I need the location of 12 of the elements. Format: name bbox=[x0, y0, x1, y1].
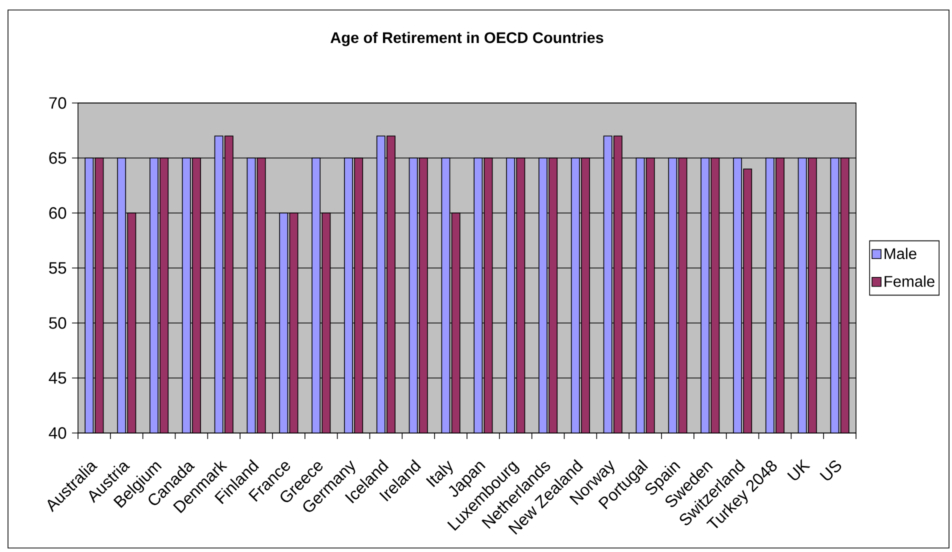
y-tick-label: 65 bbox=[49, 152, 66, 164]
chart-title: Age of Retirement in OECD Countries bbox=[330, 32, 604, 46]
x-tick-label: US bbox=[820, 460, 842, 480]
y-tick-label: 55 bbox=[49, 262, 66, 274]
y-tick-label: 45 bbox=[48, 372, 66, 384]
y-tick-label: 50 bbox=[49, 317, 66, 329]
x-tick-label: UK bbox=[787, 458, 810, 480]
y-tick-label: 70 bbox=[49, 97, 66, 109]
y-tick-label: 60 bbox=[49, 207, 66, 219]
legend-label: Male bbox=[884, 248, 916, 260]
y-tick-label: 40 bbox=[48, 427, 66, 439]
legend-label: Female bbox=[884, 275, 934, 287]
